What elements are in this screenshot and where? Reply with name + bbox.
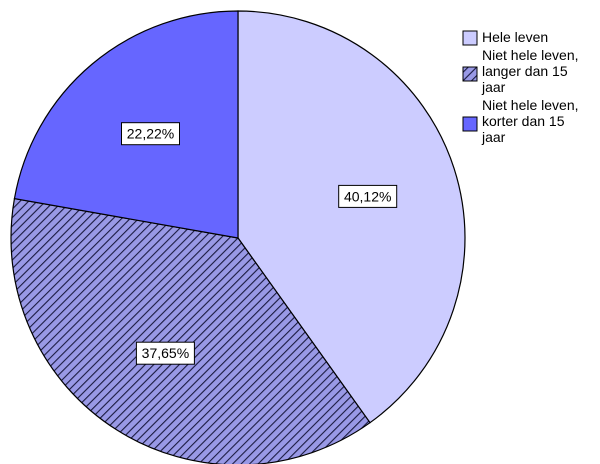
pie-data-label-box xyxy=(135,341,195,365)
legend-label-line: jaar xyxy=(481,79,506,95)
pie-data-label-box xyxy=(338,184,398,208)
pie-data-label-text: 37,65% xyxy=(142,345,189,361)
pie-data-label-text: 40,12% xyxy=(344,188,391,204)
pie-data-label-text: 22,22% xyxy=(127,126,174,142)
legend-item-1: Hele leven xyxy=(462,29,548,46)
pie-data-label-3: 22,22% xyxy=(121,122,180,146)
pie-slices xyxy=(10,10,466,464)
pie-data-labels: 40,12% 37,65% 22,22% xyxy=(121,122,398,365)
pie-data-label-1: 40,12% xyxy=(338,184,398,208)
legend-label-line: Niet hele leven, xyxy=(482,47,579,63)
pie-slice-2 xyxy=(10,197,371,464)
legend-swatch xyxy=(462,30,478,46)
legend-swatch xyxy=(462,66,478,82)
pie-data-label-box xyxy=(121,122,180,146)
legend-label-line: jaar xyxy=(481,129,506,145)
legend-label-line: Niet hele leven, xyxy=(482,97,579,113)
legend-label-line: Hele leven xyxy=(482,29,548,45)
pie-slice-1 xyxy=(237,10,466,424)
legend-label-line: korter dan 15 xyxy=(482,113,565,129)
legend-swatch xyxy=(462,116,478,132)
pie-data-label-2: 37,65% xyxy=(135,341,195,365)
legend-label-line: langer dan 15 xyxy=(482,63,568,79)
